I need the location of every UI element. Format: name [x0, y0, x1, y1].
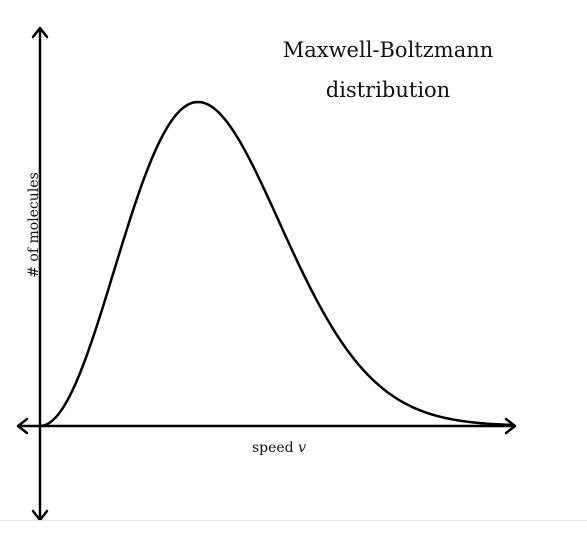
y-axis-label: # of molecules: [26, 172, 42, 278]
title-line-1: Maxwell-Boltzmann: [283, 38, 494, 62]
x-axis-label: speed v: [252, 440, 306, 456]
distribution-curve: [39, 100, 513, 428]
y-axis-arrow-top: [31, 26, 49, 39]
x-axis-label-text: speed: [252, 440, 294, 456]
x-axis-arrow-left: [16, 417, 29, 435]
x-axis-arrow-right: [504, 417, 517, 435]
title-line-2: distribution: [326, 78, 450, 102]
x-axis-variable: v: [298, 440, 306, 456]
bottom-divider: [0, 520, 587, 521]
